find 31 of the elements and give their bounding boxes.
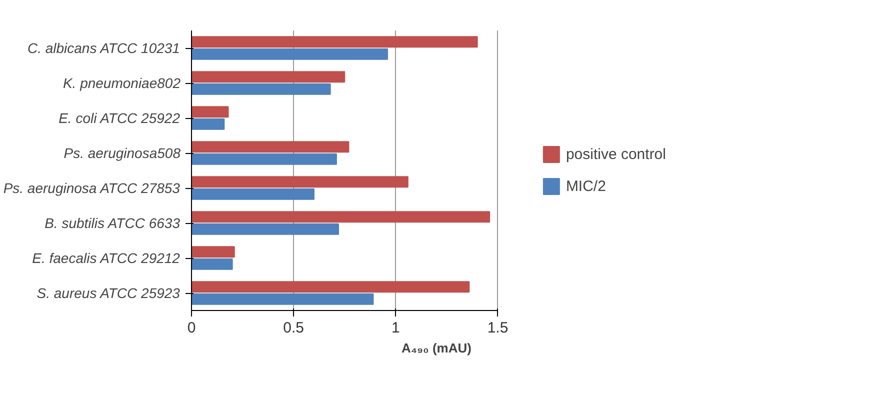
x-tick-label: 0.5 — [283, 320, 304, 336]
bar — [192, 223, 339, 235]
bar — [192, 48, 388, 60]
bar — [192, 71, 346, 83]
bar — [192, 106, 229, 118]
bar — [192, 246, 235, 258]
bar — [192, 118, 225, 130]
y-tick-label: E. coli ATCC 25922 — [58, 110, 180, 126]
bar — [192, 281, 470, 293]
x-axis-title: A₄₉₀ (mAU) — [402, 340, 472, 356]
bar — [192, 293, 374, 305]
bar — [192, 36, 478, 48]
legend-label: positive control — [566, 146, 666, 162]
bar — [192, 153, 337, 165]
bar — [192, 176, 408, 188]
bar — [192, 211, 490, 223]
y-tick-label: K. pneumoniae802 — [62, 75, 181, 91]
y-tick-label: Ps. aeruginosa508 — [64, 145, 181, 161]
bar — [192, 258, 233, 270]
y-tick-label: C. albicans ATCC 10231 — [27, 40, 180, 56]
bar — [192, 141, 350, 153]
y-tick-label: B. subtilis ATCC 6633 — [44, 215, 180, 231]
y-tick-label: E. faecalis ATCC 29212 — [32, 250, 180, 266]
bar — [192, 83, 331, 95]
legend-label: MIC/2 — [566, 178, 606, 194]
x-tick-label: 0 — [187, 320, 196, 336]
y-tick-label: Ps. aeruginosa ATCC 27853 — [3, 180, 180, 196]
x-tick-label: 1 — [391, 320, 400, 336]
bar — [192, 188, 314, 200]
x-tick-label: 1.5 — [487, 320, 508, 336]
y-tick-label: S. aureus ATCC 25923 — [36, 285, 180, 301]
